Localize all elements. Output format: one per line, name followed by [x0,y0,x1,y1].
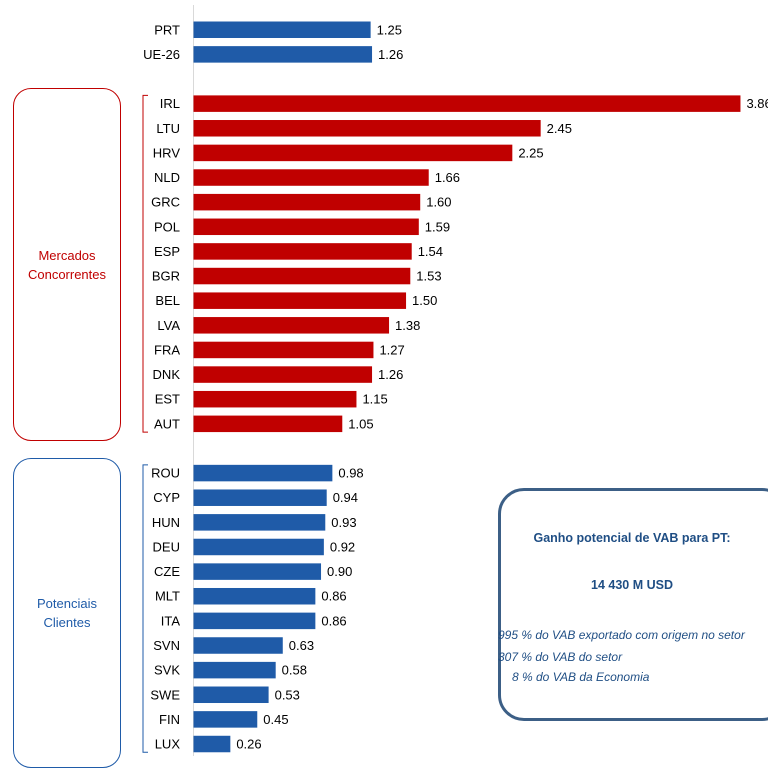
bar-bgr [193,267,411,285]
value-label-grc: 1.60 [426,195,451,210]
bar-grc [193,193,421,211]
value-label-irl: 3.86 [746,96,768,111]
potential-gain-box: Ganho potencial de VAB para PT: 14 430 M… [498,488,768,721]
bracket-potenciais-clientes [142,464,148,753]
bar-deu [193,538,324,556]
bar-cze [193,563,322,580]
bar-cyp [193,489,327,506]
category-label-svn: SVN [153,638,180,653]
bar-swe [193,686,269,704]
bar-ita [193,612,316,630]
category-label-fra: FRA [154,342,180,357]
category-label-grc: GRC [151,195,180,210]
category-label-prt: PRT [154,22,180,37]
value-label-nld: 1.66 [435,170,460,185]
category-label-est: EST [155,392,180,407]
category-label-hun: HUN [152,515,180,530]
bar-ltu [193,120,541,137]
bar-pol [193,218,419,236]
value-label-ita: 0.86 [321,613,346,628]
value-label-ltu: 2.45 [547,121,572,136]
value-label-fra: 1.27 [379,342,404,357]
potential-gain-line-economy: 8 % do VAB da Economia [512,670,650,684]
category-label-ita: ITA [161,613,181,628]
bar-est [193,390,357,408]
value-label-fin: 0.45 [263,712,288,727]
bar-aut [193,415,343,433]
value-label-dnk: 1.26 [378,367,403,382]
bar-fin [193,711,258,728]
bar-esp [193,243,412,260]
value-label-lux: 0.26 [236,737,261,752]
bar-mlt [193,587,316,605]
potential-gain-line-sector: 307 % do VAB do setor [498,650,623,664]
potential-gain-total: 14 430 M USD [591,578,673,592]
value-label-est: 1.15 [362,392,387,407]
category-label-bel: BEL [155,293,180,308]
value-label-hrv: 2.25 [518,145,543,160]
category-label-mlt: MLT [155,589,180,604]
bar-svn [193,637,283,654]
potential-gain-title: Ganho potencial de VAB para PT: [533,531,731,545]
bracket-mercados-concorrentes [142,94,148,433]
bar-nld [193,169,429,186]
bar-svk [193,661,276,679]
category-label-svk: SVK [154,663,180,678]
category-label-lux: LUX [155,737,181,752]
value-label-cyp: 0.94 [333,490,358,505]
bar-rou [193,464,333,482]
value-label-hun: 0.93 [331,515,356,530]
bar-lva [193,317,390,334]
value-label-swe: 0.53 [275,687,300,702]
potential-gain-line-exported: 995 % do VAB exportado com origem no set… [498,628,745,642]
bar-lux [193,735,231,753]
category-label-bgr: BGR [152,269,180,284]
value-label-mlt: 0.86 [321,589,346,604]
bar-bel [193,292,407,309]
value-label-lva: 1.38 [395,318,420,333]
value-label-prt: 1.25 [377,22,402,37]
value-label-svn: 0.63 [289,638,314,653]
category-label-cyp: CYP [153,490,180,505]
value-label-bgr: 1.53 [416,269,441,284]
category-label-pol: POL [154,219,180,234]
group-label-potenciais-clientes: Potenciais Clientes [37,596,97,630]
value-label-aut: 1.05 [348,416,373,431]
category-label-irl: IRL [160,96,180,111]
bar-irl [193,95,741,112]
value-label-deu: 0.92 [330,539,355,554]
group-box-potenciais-clientes: Potenciais Clientes [13,458,121,768]
bar-hrv [193,144,513,162]
category-label-ue-26: UE-26 [143,47,180,62]
category-label-cze: CZE [154,564,180,579]
category-label-swe: SWE [150,687,180,702]
value-label-rou: 0.98 [338,466,363,481]
category-label-deu: DEU [153,539,180,554]
value-label-pol: 1.59 [425,219,450,234]
category-label-hrv: HRV [153,145,181,160]
bar-ue-26 [193,46,373,63]
category-label-fin: FIN [159,712,180,727]
value-label-ue-26: 1.26 [378,47,403,62]
category-label-nld: NLD [154,170,180,185]
category-label-aut: AUT [154,416,180,431]
value-label-esp: 1.54 [418,244,443,259]
value-label-svk: 0.58 [282,663,307,678]
group-label-mercados-concorrentes: Mercados Concorrentes [27,247,107,282]
value-label-bel: 1.50 [412,293,437,308]
bar-fra [193,341,374,359]
bar-dnk [193,366,373,383]
group-box-mercados-concorrentes: Mercados Concorrentes [13,88,121,441]
category-label-dnk: DNK [153,367,181,382]
category-label-rou: ROU [151,466,180,481]
bar-prt [193,21,371,38]
bar-hun [193,514,326,531]
category-label-ltu: LTU [156,121,180,136]
category-label-esp: ESP [154,244,180,259]
category-label-lva: LVA [157,318,180,333]
value-label-cze: 0.90 [327,564,352,579]
